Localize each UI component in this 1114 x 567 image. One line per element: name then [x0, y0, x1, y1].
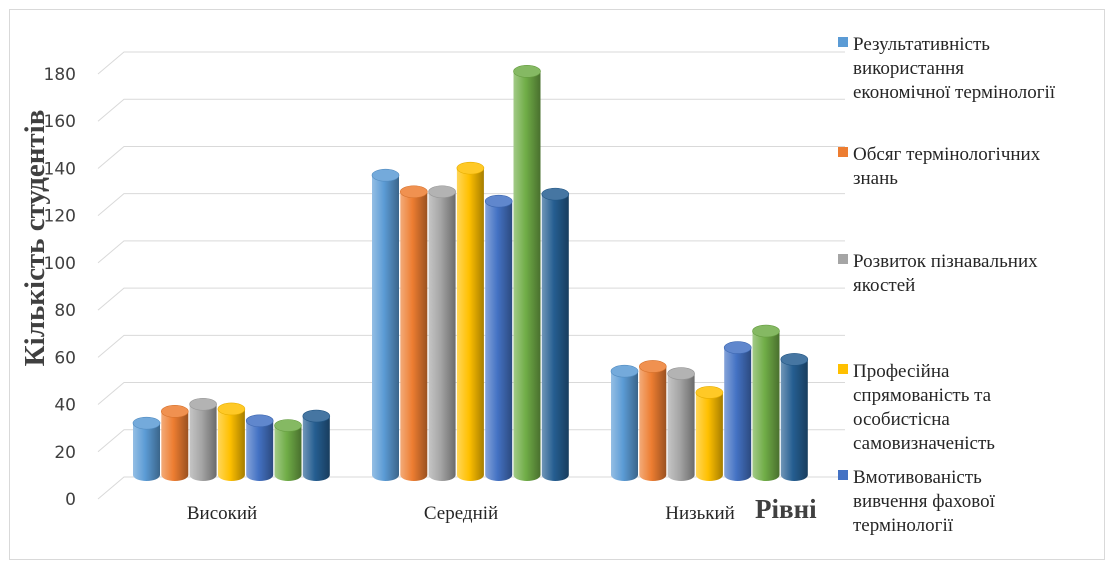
y-axis-ticks: 0 20 40 60 80 100 120 140 160 180 [44, 65, 76, 510]
x-category-label: Високий [187, 503, 257, 524]
legend-entry: Професійна спрямованість та особистісна сам… [838, 361, 995, 454]
y-tick-label: 120 [44, 207, 76, 227]
chart-frame [9, 9, 1105, 560]
legend-swatch [838, 470, 848, 480]
bar [399, 185, 428, 482]
bar [161, 405, 189, 482]
gridline [97, 240, 845, 264]
bar [667, 367, 695, 482]
legend-entry: Результативність використання економічної … [838, 34, 1056, 103]
y-tick-label: 20 [54, 443, 76, 463]
y-tick-label: 140 [44, 159, 76, 179]
gridline [97, 476, 845, 500]
y-tick-label: 60 [54, 348, 76, 368]
bar [428, 185, 456, 482]
bar [132, 416, 161, 482]
gridline [97, 382, 845, 405]
bar [371, 168, 400, 482]
x-category-label: Низький [665, 503, 735, 524]
legend-swatch [838, 37, 848, 47]
bar [695, 386, 724, 482]
gridline [97, 98, 845, 122]
y-tick-label: 100 [44, 254, 76, 274]
x-axis-categories: Високий Середній Низький [187, 503, 735, 524]
gridline [97, 51, 845, 75]
legend: Результативність використання економічної … [838, 34, 1056, 536]
y-tick-label: 80 [54, 301, 76, 321]
y-tick-label: 40 [54, 396, 76, 416]
bar [245, 414, 274, 482]
bar [780, 353, 809, 482]
bar [513, 65, 541, 482]
gridline [97, 429, 845, 453]
bar [610, 364, 639, 482]
bars [132, 65, 809, 482]
y-tick-label: 180 [44, 65, 76, 85]
bar [484, 194, 513, 482]
gridline [97, 145, 845, 169]
gridline [97, 193, 845, 217]
legend-swatch [838, 147, 848, 157]
legend-swatch [838, 364, 848, 374]
bar [541, 187, 570, 482]
bar [302, 409, 331, 482]
legend-entry: Розвиток пізнавальних якостей [838, 251, 1038, 296]
x-axis-label: Рівні [755, 494, 817, 524]
bar [638, 360, 667, 482]
bar [752, 324, 780, 482]
legend-label: Результативність використання економічної … [853, 34, 1056, 103]
y-tick-label: 160 [44, 112, 76, 132]
gridlines [97, 51, 845, 500]
y-tick-label: 0 [65, 490, 76, 510]
legend-label: Обсяг термінологічних знань [853, 144, 1041, 189]
x-category-label: Середній [424, 503, 498, 524]
legend-entry: Вмотивованість вивчення фахової термінолог… [838, 467, 996, 536]
bar [456, 161, 485, 482]
gridline [97, 287, 845, 311]
legend-swatch [838, 254, 848, 264]
legend-label: Розвиток пізнавальних якостей [853, 251, 1038, 296]
legend-entry: Обсяг термінологічних знань [838, 144, 1041, 189]
y-axis-label: Кількість студентів [19, 110, 51, 367]
bar [189, 397, 217, 482]
bar [723, 341, 752, 482]
bar [217, 402, 246, 482]
legend-label: Вмотивованість вивчення фахової термінолог… [853, 467, 996, 536]
legend-label: Професійна спрямованість та особистісна сам… [853, 361, 995, 454]
bar [274, 419, 302, 482]
gridline [97, 334, 845, 358]
